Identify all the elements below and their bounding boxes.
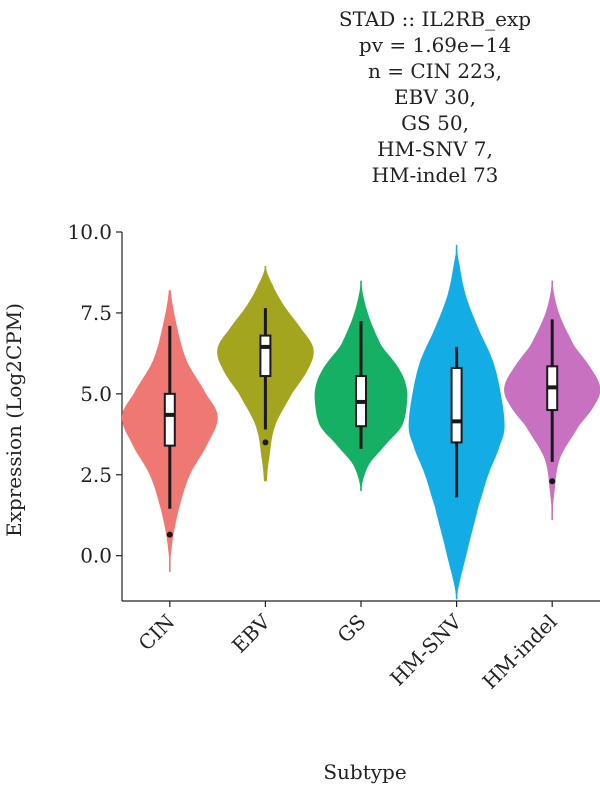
title-line-7: HM-indel 73: [371, 163, 499, 187]
box-CIN: [163, 392, 176, 447]
y-tick-label: 0.0: [80, 544, 112, 568]
y-tick-label: 2.5: [80, 463, 112, 487]
title-line-6: HM-SNV 7,: [377, 137, 493, 161]
y-tick-label: 7.5: [80, 301, 112, 325]
x-tick-label-CIN: CIN: [134, 610, 180, 656]
outlier-EBV: [262, 439, 269, 446]
x-tick-label-HM-SNV: HM-SNV: [385, 609, 466, 690]
box-HM-SNV: [450, 366, 463, 444]
x-tick-label-EBV: EBV: [227, 609, 275, 657]
y-tick-label: 5.0: [80, 382, 112, 406]
y-tick-label: 10.0: [67, 220, 112, 244]
title-line-3: n = CIN 223,: [368, 59, 502, 83]
title-line-1: STAD :: IL2RB_exp: [338, 7, 532, 31]
y-axis-label: Expression (Log2CPM): [2, 303, 26, 537]
x-tick-label-GS: GS: [333, 610, 371, 648]
title-line-4: EBV 30,: [394, 85, 476, 109]
title-line-2: pv = 1.69e−14: [358, 33, 512, 57]
title-line-5: GS 50,: [401, 111, 469, 135]
outlier-HM-indel: [549, 478, 556, 485]
x-axis-label: Subtype: [323, 760, 407, 784]
chart-title: STAD :: IL2RB_exp pv = 1.69e−14 n = CIN …: [220, 6, 600, 188]
outlier-CIN: [166, 531, 173, 538]
box-EBV: [259, 334, 272, 378]
x-tick-label-HM-indel: HM-indel: [478, 610, 562, 694]
